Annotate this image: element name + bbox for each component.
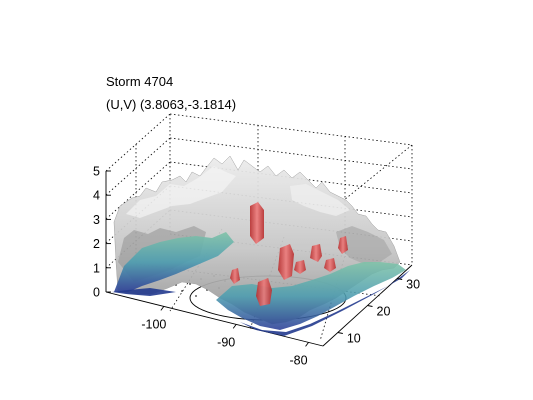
tick-layer: 0 1 2 3 4 5 -100 -90 -80 10 20 30 [93, 165, 420, 368]
z-tick-label: 1 [93, 261, 100, 275]
chart-subtitle: (U,V) (3.8063,-3.1814) [106, 97, 237, 112]
z-tick-label: 2 [93, 237, 100, 251]
x-tick-mark [305, 342, 309, 347]
core-cells [230, 202, 348, 306]
y-tick-label: 20 [377, 305, 391, 319]
x-tick-label: -80 [289, 353, 307, 367]
y-tick-label: 30 [406, 278, 420, 292]
z-tick-label: 0 [93, 286, 100, 300]
y-tick-label: 10 [347, 332, 361, 346]
x-tick-label: -100 [141, 317, 166, 331]
y-tick-mark [337, 332, 343, 334]
y-tick-mark [397, 278, 403, 280]
low-level-band [112, 232, 410, 336]
chart-title: Storm 4704 [106, 74, 174, 89]
y-tick-mark [367, 305, 373, 307]
z-tick-label: 3 [93, 213, 100, 227]
x-tick-mark [232, 324, 237, 329]
x-tick-mark [160, 306, 165, 311]
z-tick-label: 5 [93, 165, 100, 179]
x-tick-label: -90 [217, 335, 235, 349]
z-tick-label: 4 [93, 189, 100, 203]
